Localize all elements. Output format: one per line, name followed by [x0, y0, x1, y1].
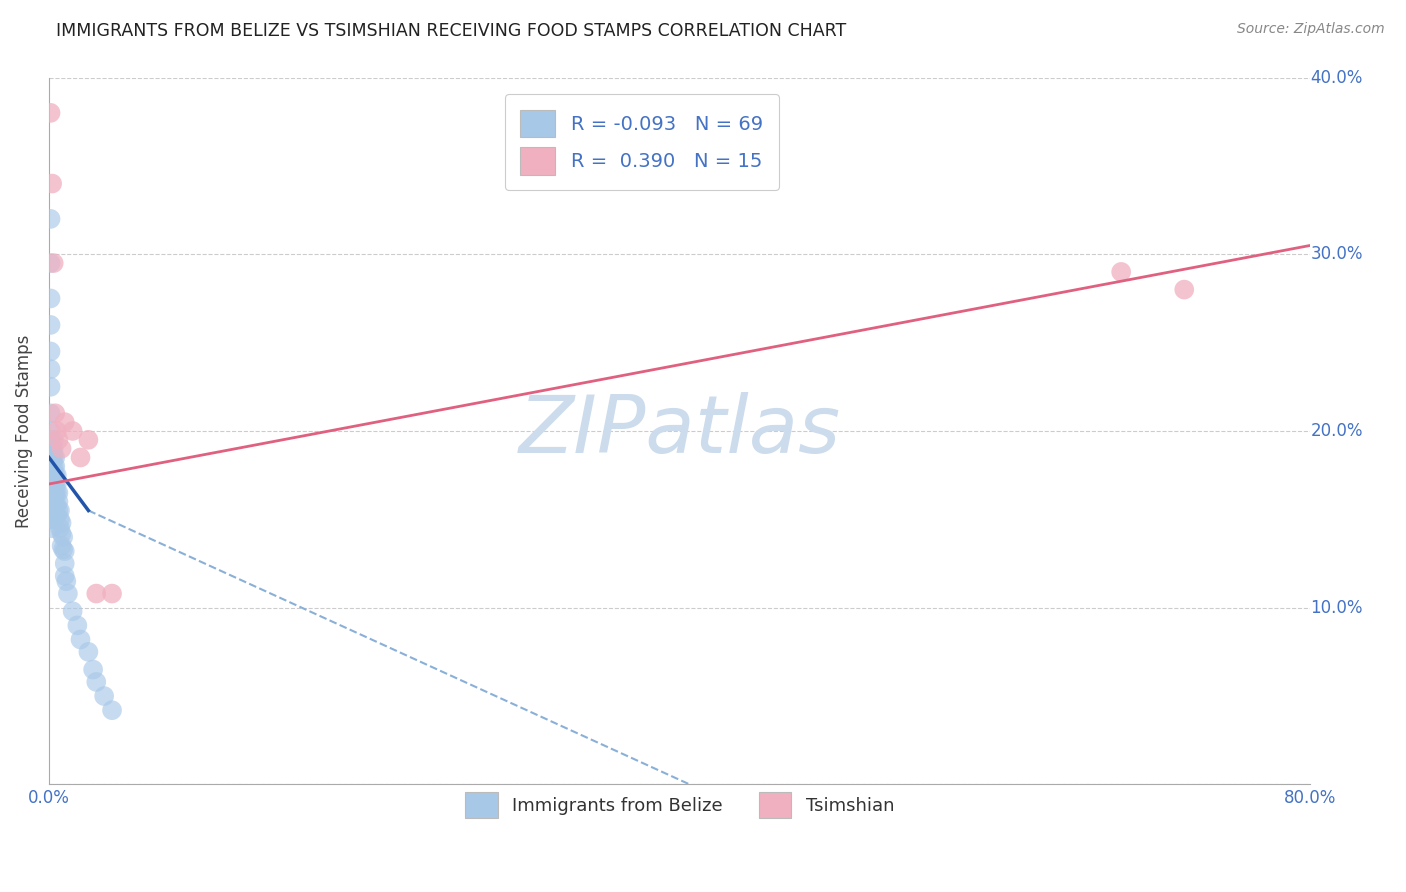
Text: Source: ZipAtlas.com: Source: ZipAtlas.com [1237, 22, 1385, 37]
Text: ZIPatlas: ZIPatlas [519, 392, 841, 470]
Point [62, 604, 84, 618]
Point [101, 703, 124, 717]
Point [42, 450, 65, 465]
Point [41, 521, 63, 535]
Point [55, 574, 77, 589]
Point [39, 380, 62, 394]
Point [42, 459, 65, 474]
Point [45, 468, 67, 483]
Point [84, 674, 107, 689]
Point [51, 516, 73, 530]
Point [44, 477, 66, 491]
Point [52, 530, 75, 544]
Point [48, 433, 70, 447]
Point [69, 632, 91, 647]
Point [41, 442, 63, 456]
Point [48, 494, 70, 508]
Point [44, 459, 66, 474]
Point [77, 433, 100, 447]
Point [69, 450, 91, 465]
Point [45, 477, 67, 491]
Point [41, 485, 63, 500]
Point [39, 292, 62, 306]
Point [44, 406, 66, 420]
Point [39, 106, 62, 120]
Point [41, 491, 63, 505]
Point [44, 508, 66, 523]
Point [101, 586, 124, 600]
Point [44, 468, 66, 483]
Text: 10.0%: 10.0% [1310, 599, 1362, 616]
Point [1109, 265, 1132, 279]
Point [42, 503, 65, 517]
Point [44, 485, 66, 500]
Point [39, 256, 62, 270]
Point [1173, 283, 1195, 297]
Point [77, 645, 100, 659]
Text: 20.0%: 20.0% [1310, 422, 1362, 440]
Point [45, 498, 67, 512]
Point [41, 456, 63, 470]
Point [56, 586, 79, 600]
Point [49, 503, 72, 517]
Point [62, 424, 84, 438]
Point [49, 521, 72, 535]
Text: IMMIGRANTS FROM BELIZE VS TSIMSHIAN RECEIVING FOOD STAMPS CORRELATION CHART: IMMIGRANTS FROM BELIZE VS TSIMSHIAN RECE… [56, 22, 846, 40]
Point [45, 508, 67, 523]
Y-axis label: Receiving Food Stamps: Receiving Food Stamps [15, 334, 32, 528]
Point [42, 468, 65, 483]
Point [41, 512, 63, 526]
Text: 40.0%: 40.0% [1310, 69, 1362, 87]
Point [49, 512, 72, 526]
Point [41, 177, 63, 191]
Point [53, 569, 76, 583]
Point [39, 318, 62, 332]
Point [44, 450, 66, 465]
Point [45, 424, 67, 438]
Point [39, 406, 62, 420]
Point [45, 485, 67, 500]
Point [39, 211, 62, 226]
Point [41, 498, 63, 512]
Point [42, 494, 65, 508]
Point [66, 618, 89, 632]
Text: 30.0%: 30.0% [1310, 245, 1362, 263]
Point [51, 526, 73, 541]
Point [42, 442, 65, 456]
Point [53, 544, 76, 558]
Point [41, 468, 63, 483]
Point [93, 689, 115, 703]
Point [44, 498, 66, 512]
Point [39, 433, 62, 447]
Legend: Immigrants from Belize, Tsimshian: Immigrants from Belize, Tsimshian [458, 785, 901, 825]
Point [84, 586, 107, 600]
Point [42, 256, 65, 270]
Point [41, 450, 63, 465]
Point [82, 663, 104, 677]
Point [41, 481, 63, 495]
Point [39, 344, 62, 359]
Point [42, 477, 65, 491]
Point [48, 485, 70, 500]
Point [39, 362, 62, 376]
Point [39, 424, 62, 438]
Point [53, 415, 76, 429]
Point [42, 512, 65, 526]
Point [42, 485, 65, 500]
Point [51, 442, 73, 456]
Point [51, 539, 73, 553]
Point [41, 503, 63, 517]
Point [41, 463, 63, 477]
Point [48, 503, 70, 517]
Point [41, 474, 63, 488]
Point [52, 542, 75, 557]
Point [53, 557, 76, 571]
Point [42, 433, 65, 447]
